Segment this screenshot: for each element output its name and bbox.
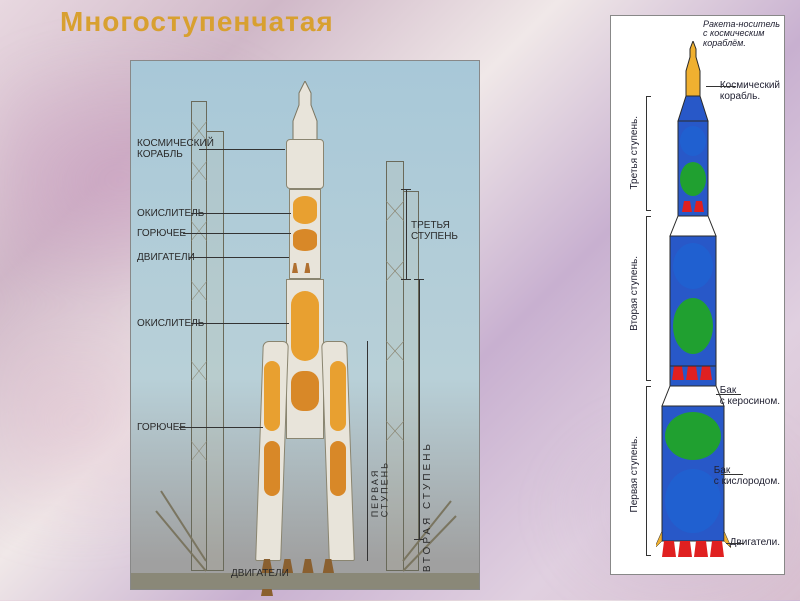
- label-fuel2: ГОРЮЧЕЕ: [137, 423, 186, 434]
- page-title: Многоступенчатая: [60, 6, 334, 38]
- r-stage2: Вторая ступень.: [629, 256, 640, 331]
- label-oxidizer1: ОКИСЛИТЕЛЬ: [137, 209, 204, 220]
- r-stage3: Третья ступень.: [629, 116, 640, 190]
- label-stage3: ТРЕТЬЯСТУПЕНЬ: [411, 221, 458, 242]
- label-stage2: ВТОРАЯ СТУПЕНЬ: [423, 441, 434, 572]
- label-engines1: ДВИГАТЕЛИ: [137, 253, 195, 264]
- r-label-spacecraft: Космическийкорабль.: [720, 81, 780, 102]
- label-stage1: ПЕРВАЯСТУПЕНЬ: [371, 461, 390, 517]
- label-oxidizer2: ОКИСЛИТЕЛЬ: [137, 319, 204, 330]
- left-diagram-panel: КОСМИЧЕСКИЙКОРАБЛЬ ОКИСЛИТЕЛЬ ГОРЮЧЕЕ ДВ…: [130, 60, 480, 590]
- r-stage1: Первая ступень.: [629, 436, 640, 512]
- label-engines2: ДВИГАТЕЛИ: [231, 569, 289, 580]
- right-diagram-panel: Ракета-носительс космическимкораблём.: [610, 15, 785, 575]
- r-label-oxygen: Бакс кислородом.: [714, 466, 780, 487]
- label-fuel1: ГОРЮЧЕЕ: [137, 229, 186, 240]
- r-label-kerosene: Бакс керосином.: [720, 386, 780, 407]
